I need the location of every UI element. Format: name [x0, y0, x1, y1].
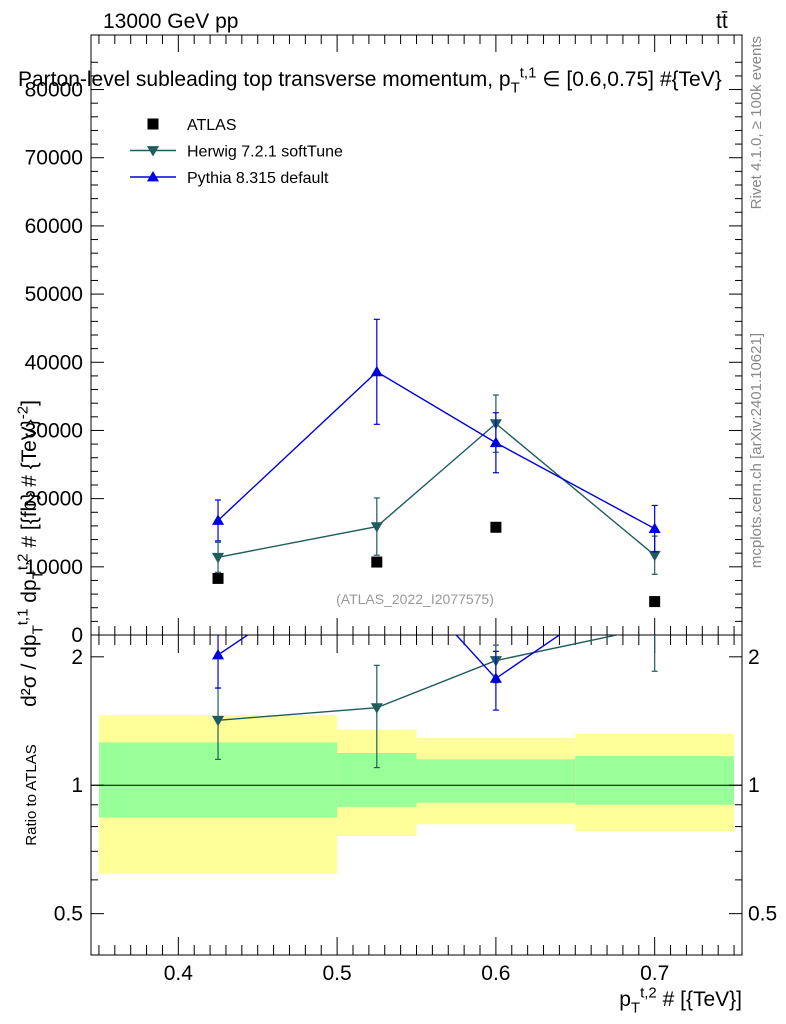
analysis-watermark: (ATLAS_2022_I2077575)	[336, 591, 494, 607]
main-y-tick-label: 30000	[25, 419, 83, 442]
legend: ATLAS Herwig 7.2.1 softTune Pythia 8.315 d…	[130, 117, 343, 187]
legend-pythia-marker	[146, 170, 160, 182]
pythia-point	[648, 522, 661, 534]
ratio-y-tick-label: 0.5	[54, 903, 83, 926]
herwig-point	[370, 522, 383, 533]
atlas-point	[371, 556, 383, 568]
main-y-tick-label: 0	[71, 624, 83, 647]
herwig-point	[648, 550, 661, 562]
legend-pythia-label: Pythia 8.315 default	[187, 170, 329, 187]
ratio-y-tick-label-right: 2	[748, 646, 760, 669]
pythia-ratio-line	[217, 635, 561, 680]
pythia-ratio-point	[489, 672, 502, 683]
main-y-tick-label: 60000	[25, 215, 83, 238]
ratio-plot-series	[211, 635, 658, 769]
rivet-version-label: Rivet 4.1.0, ≥ 100k events	[748, 36, 765, 209]
band-inner-2	[416, 759, 576, 803]
energy-label: 13000 GeV pp	[103, 10, 238, 33]
main-y-tick-label: 80000	[25, 79, 83, 102]
legend-atlas-marker	[147, 118, 159, 130]
herwig-ratio-line	[217, 635, 621, 721]
x-tick-label: 0.6	[481, 962, 510, 985]
band-inner-3	[575, 756, 735, 805]
atlas-point	[212, 572, 224, 584]
main-y-axis-label: d²σ / dpTt,1 dpTt,2 # [{fb} # {TeV}-2]	[15, 400, 47, 707]
main-y-tick-label: 20000	[25, 488, 83, 511]
herwig-ratio-point	[211, 715, 225, 727]
pythia-ratio-point	[211, 648, 225, 660]
x-axis-label: pTt,2 # [{TeV}]	[619, 985, 742, 1017]
atlas-point	[649, 596, 661, 608]
ratio-y-axis-label: Ratio to ATLAS	[23, 744, 40, 845]
legend-herwig-marker	[146, 146, 160, 157]
main-y-tick-label: 70000	[25, 147, 83, 170]
pythia-point	[489, 436, 502, 448]
ratio-y-tick-label-right: 1	[748, 774, 760, 797]
plot-title: Parton-level subleading top transverse m…	[18, 65, 722, 97]
axis-ticks	[91, 35, 742, 955]
pythia-line	[217, 370, 656, 530]
main-plot-series	[211, 318, 661, 608]
pythia-point	[211, 514, 225, 525]
process-label: tt̄	[716, 10, 728, 33]
pythia-point	[370, 365, 383, 377]
herwig-line	[217, 422, 656, 558]
legend-herwig-label: Herwig 7.2.1 softTune	[187, 144, 343, 161]
mcplots-reference-label: mcplots.cern.ch [arXiv:2401.10621]	[748, 333, 765, 568]
ratio-y-tick-label-right: 0.5	[748, 903, 777, 926]
axis-tick-labels: 0 10000 20000 30000 40000 50000 60000 70000 8000…	[25, 79, 778, 985]
x-tick-label: 0.7	[640, 962, 669, 985]
main-y-tick-label: 50000	[25, 283, 83, 306]
atlas-point	[490, 521, 502, 533]
x-tick-label: 0.5	[323, 962, 352, 985]
ratio-y-tick-label: 2	[71, 646, 83, 669]
legend-atlas-label: ATLAS	[187, 117, 237, 134]
x-tick-label: 0.4	[164, 962, 194, 985]
ratio-uncertainty-bands	[98, 715, 735, 874]
herwig-point	[211, 552, 225, 564]
ratio-y-tick-label: 1	[71, 774, 83, 797]
main-y-tick-label: 10000	[25, 556, 83, 579]
herwig-ratio-point	[370, 703, 383, 714]
main-y-tick-label: 40000	[25, 351, 83, 374]
